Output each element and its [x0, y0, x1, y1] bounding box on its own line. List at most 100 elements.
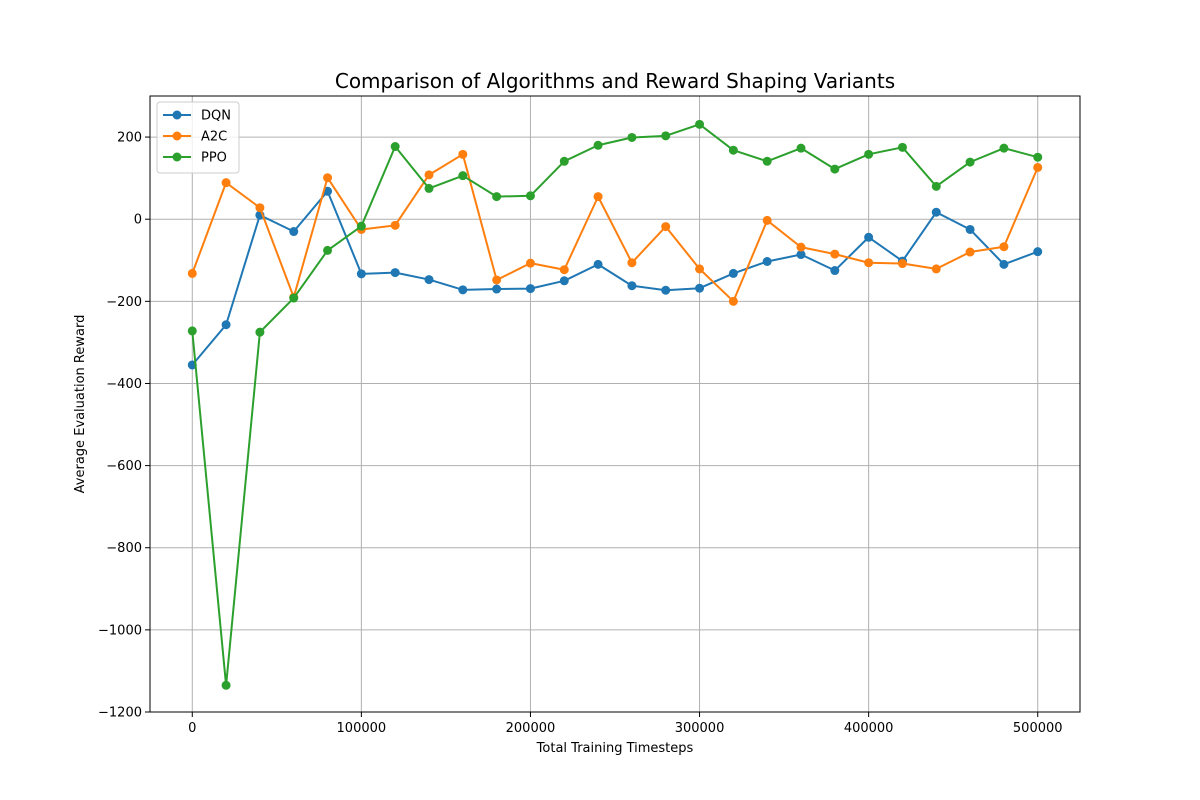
legend-swatch-marker — [172, 131, 182, 141]
data-point — [965, 224, 975, 234]
data-point — [661, 131, 671, 141]
data-point — [390, 220, 400, 230]
data-point — [999, 242, 1009, 252]
data-point — [458, 285, 468, 295]
y-tick-label: −600 — [106, 459, 142, 474]
data-point — [559, 156, 569, 166]
data-point — [965, 247, 975, 257]
axis-ticks: 0 100000 200000 300000 400000 500000 −1200 −100… — [98, 131, 1063, 736]
y-tick-label: 200 — [117, 131, 142, 146]
data-point — [525, 284, 535, 294]
data-point — [796, 242, 806, 252]
data-point — [289, 293, 299, 303]
legend-swatch-marker — [172, 110, 182, 120]
data-point — [965, 157, 975, 167]
data-point — [424, 183, 434, 193]
series-layer — [187, 119, 1043, 690]
data-point — [593, 192, 603, 202]
data-point — [492, 275, 502, 285]
data-point — [999, 143, 1009, 153]
data-point — [424, 170, 434, 180]
data-point — [897, 259, 907, 269]
data-point — [627, 258, 637, 268]
data-point — [728, 145, 738, 155]
data-point — [695, 264, 705, 274]
y-tick-label: −1000 — [98, 623, 142, 638]
data-point — [187, 326, 197, 336]
legend-swatch-marker — [172, 152, 182, 162]
data-point — [492, 192, 502, 202]
data-point — [695, 119, 705, 129]
series-line — [191, 123, 1038, 687]
data-point — [323, 245, 333, 255]
data-point — [221, 320, 231, 330]
series-a2c — [187, 149, 1043, 306]
data-point — [1033, 152, 1043, 162]
data-point — [221, 680, 231, 690]
y-axis-label: Average Evaluation Reward — [73, 315, 88, 494]
data-point — [897, 142, 907, 152]
data-point — [627, 281, 637, 291]
data-point — [931, 207, 941, 217]
data-point — [864, 232, 874, 242]
data-point — [525, 191, 535, 201]
data-point — [221, 178, 231, 188]
legend-item-dqn: DQN — [163, 109, 231, 124]
data-point — [424, 275, 434, 285]
data-point — [356, 269, 366, 279]
data-point — [390, 142, 400, 152]
data-point — [1033, 247, 1043, 257]
data-point — [492, 284, 502, 294]
data-point — [593, 259, 603, 269]
data-point — [323, 173, 333, 183]
data-point — [830, 249, 840, 259]
y-tick-label: −1200 — [98, 706, 142, 721]
y-tick-label: 0 — [134, 213, 142, 228]
data-point — [356, 221, 366, 231]
data-point — [728, 268, 738, 278]
x-tick-label: 400000 — [844, 721, 894, 736]
data-point — [796, 250, 806, 260]
legend-item-ppo: PPO — [163, 151, 227, 166]
x-tick-label: 100000 — [337, 721, 387, 736]
legend-item-a2c: A2C — [163, 130, 227, 145]
series-line — [191, 190, 1039, 366]
data-point — [762, 156, 772, 166]
data-point — [661, 222, 671, 232]
data-point — [255, 203, 265, 213]
x-tick-label: 0 — [188, 721, 196, 736]
data-point — [796, 143, 806, 153]
data-point — [458, 171, 468, 181]
data-point — [931, 181, 941, 191]
y-tick-label: −800 — [106, 541, 142, 556]
data-point — [864, 258, 874, 268]
data-point — [661, 285, 671, 295]
plot-frame — [149, 95, 1081, 713]
data-point — [728, 296, 738, 306]
x-tick-label: 300000 — [675, 721, 725, 736]
series-line — [191, 153, 1039, 303]
data-point — [525, 258, 535, 268]
x-tick-label: 500000 — [1013, 721, 1063, 736]
data-point — [559, 276, 569, 286]
data-point — [931, 264, 941, 274]
legend-label: PPO — [201, 151, 227, 166]
y-tick-label: −400 — [106, 377, 142, 392]
legend: DQN A2C PPO — [156, 101, 240, 174]
data-point — [289, 227, 299, 237]
data-point — [187, 268, 197, 278]
data-point — [830, 164, 840, 174]
data-point — [390, 268, 400, 278]
data-point — [762, 256, 772, 266]
data-point — [458, 149, 468, 159]
data-point — [762, 215, 772, 225]
chart-title: Comparison of Algorithms and Reward Shap… — [335, 69, 895, 93]
legend-label: A2C — [201, 130, 227, 145]
data-point — [627, 132, 637, 142]
x-tick-label: 200000 — [506, 721, 556, 736]
data-point — [559, 265, 569, 275]
data-point — [695, 283, 705, 293]
y-tick-label: −200 — [106, 295, 142, 310]
data-point — [1033, 162, 1043, 172]
